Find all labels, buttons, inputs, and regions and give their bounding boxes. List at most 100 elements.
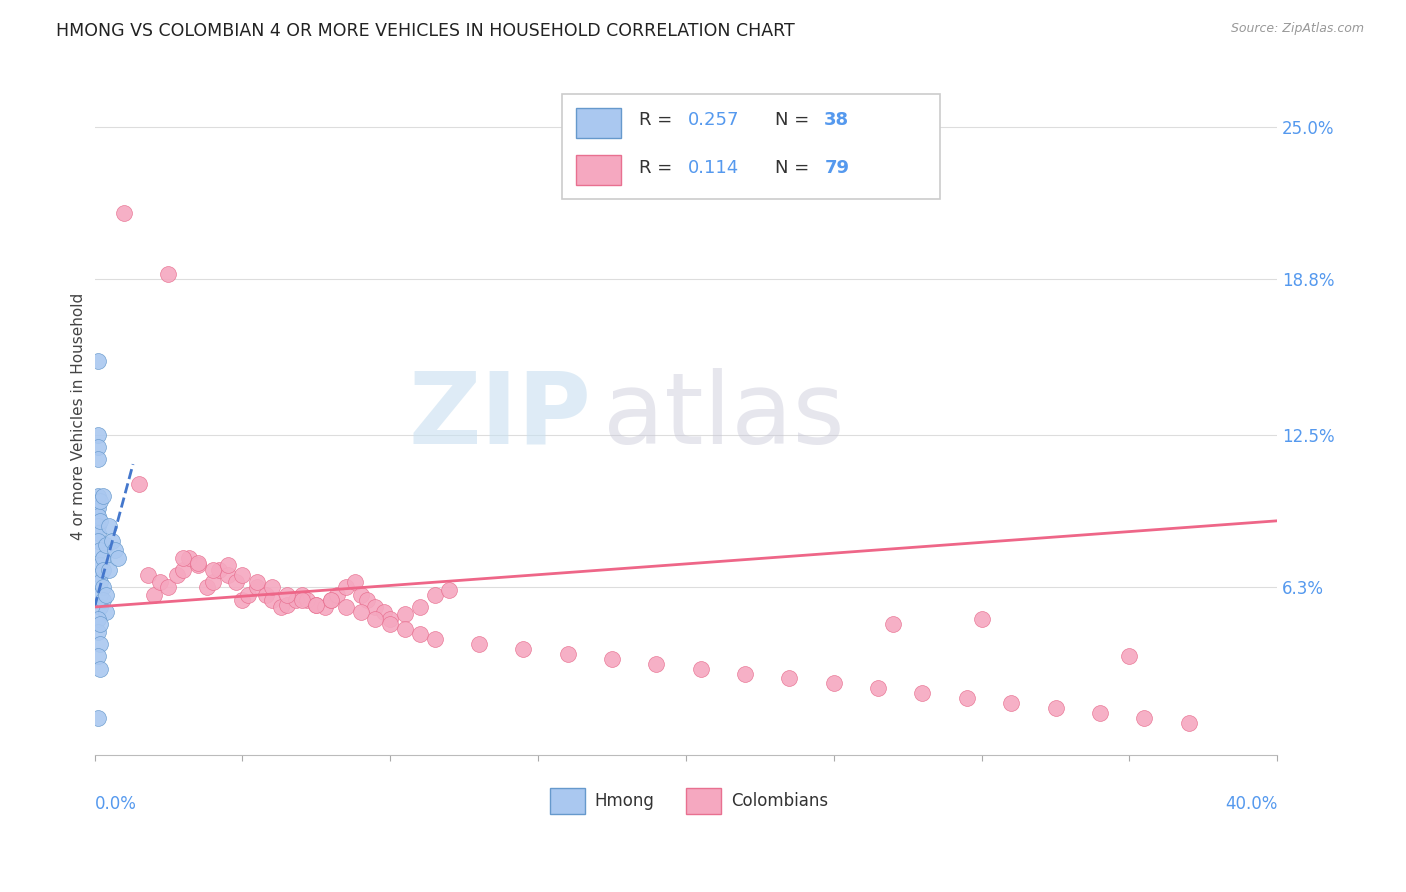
Point [911,686,934,700]
Point [423,632,446,646]
FancyBboxPatch shape [562,95,941,200]
Point [201,563,224,577]
Point [1118,649,1140,664]
Text: Colombians: Colombians [731,792,828,810]
Point [290,588,312,602]
Point [93,563,115,577]
Point [394,607,416,622]
Text: 0.257: 0.257 [689,112,740,129]
Point [89,600,111,615]
Point [112,206,135,220]
FancyBboxPatch shape [550,788,585,814]
Point [86,533,108,548]
Point [98,563,121,577]
Point [1133,711,1156,725]
Point [270,600,292,615]
Point [96,605,118,619]
Point [86,440,108,454]
Point [166,568,188,582]
Point [1177,715,1199,730]
Point [86,518,108,533]
Point [380,617,402,632]
Point [104,543,127,558]
Point [409,600,432,615]
Point [86,711,108,725]
Point [86,501,108,516]
Text: R =: R = [638,112,678,129]
Point [96,538,118,552]
Point [89,494,111,508]
Y-axis label: 4 or more Vehicles in Household: 4 or more Vehicles in Household [72,293,86,540]
Point [600,652,623,666]
Text: N =: N = [775,112,814,129]
Point [260,580,283,594]
Point [201,575,224,590]
Point [93,550,115,565]
Point [86,427,108,442]
Point [409,627,432,641]
Point [350,588,373,602]
Point [321,592,343,607]
Point [86,649,108,664]
Point [326,588,349,602]
Point [246,575,269,590]
Point [86,526,108,541]
Point [260,592,283,607]
Point [290,592,312,607]
Point [423,588,446,602]
Point [93,489,115,503]
Text: 38: 38 [824,112,849,129]
Point [297,592,319,607]
Point [86,624,108,639]
Point [187,556,209,570]
Point [231,568,253,582]
Point [305,598,328,612]
FancyBboxPatch shape [576,155,621,186]
Point [128,476,150,491]
Text: HMONG VS COLOMBIAN 4 OR MORE VEHICLES IN HOUSEHOLD CORRELATION CHART: HMONG VS COLOMBIAN 4 OR MORE VEHICLES IN… [56,22,794,40]
Point [868,681,890,696]
Point [468,637,491,651]
Point [179,550,201,565]
Point [373,605,395,619]
Point [89,617,111,632]
Point [98,518,121,533]
Point [172,550,194,565]
Point [93,580,115,594]
Point [276,588,298,602]
Point [1000,696,1022,710]
Point [157,580,180,594]
Point [89,558,111,573]
Point [86,353,108,368]
Point [107,550,129,565]
Point [343,575,366,590]
Point [689,662,711,676]
Point [89,662,111,676]
Point [246,580,269,594]
Point [364,612,387,626]
Point [231,592,253,607]
Point [187,558,209,573]
Point [284,592,307,607]
Point [89,637,111,651]
Point [217,558,239,573]
Point [254,588,277,602]
Point [86,489,108,503]
Point [439,582,461,597]
Point [350,605,373,619]
Text: Source: ZipAtlas.com: Source: ZipAtlas.com [1230,22,1364,36]
Point [380,612,402,626]
Text: 0.0%: 0.0% [94,796,136,814]
Point [734,666,756,681]
Point [956,691,979,706]
Point [356,592,378,607]
Point [208,563,231,577]
Point [321,592,343,607]
Point [276,598,298,612]
Point [142,588,165,602]
Point [225,575,247,590]
Point [217,568,239,582]
Point [172,563,194,577]
Point [157,268,180,282]
Point [86,508,108,523]
